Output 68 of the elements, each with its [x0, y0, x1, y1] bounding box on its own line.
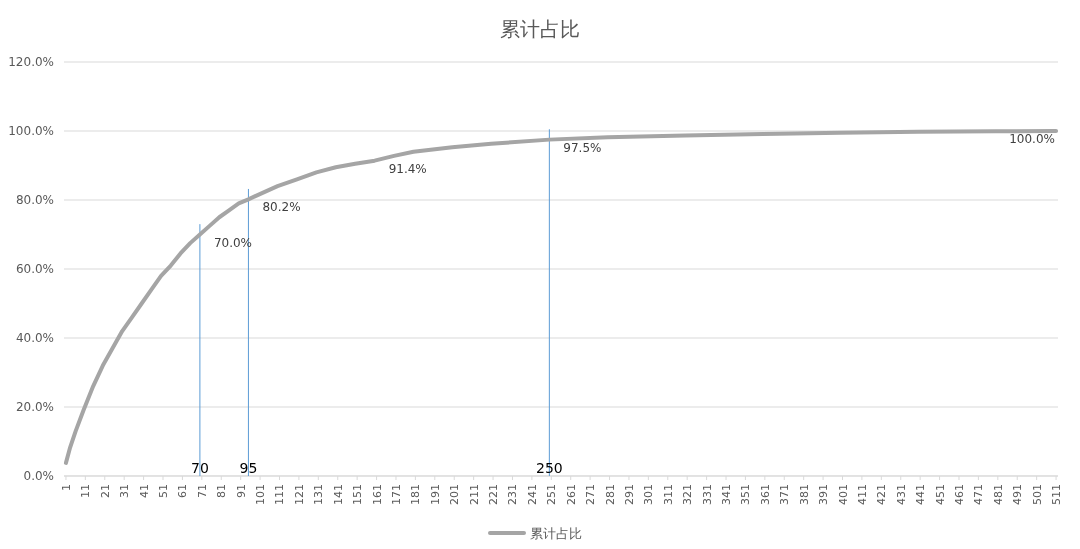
x-tick-label: 251 — [545, 484, 559, 505]
x-tick-label: 261 — [564, 484, 578, 505]
y-tick-label: 80.0% — [15, 193, 54, 207]
x-tick-label: 201 — [448, 484, 462, 505]
x-tick-label: 291 — [622, 484, 636, 505]
x-tick-label: 411 — [855, 484, 869, 505]
y-tick-label: 100.0% — [8, 124, 54, 138]
x-tick-label: 361 — [758, 484, 772, 505]
x-tick-label: 501 — [1030, 484, 1044, 505]
x-tick-label: 391 — [817, 484, 831, 505]
x-tick-label: 461 — [952, 484, 966, 505]
x-tick-label: 221 — [487, 484, 501, 505]
x-tick-label: 171 — [389, 484, 403, 505]
x-tick-label: 81 — [215, 484, 229, 498]
x-tick-label: 281 — [603, 484, 617, 505]
x-tick-label: 151 — [351, 484, 365, 505]
x-tick-label: 301 — [642, 484, 656, 505]
x-tick-label: 181 — [409, 484, 423, 505]
x-tick-label: 231 — [506, 484, 520, 505]
x-tick-label: 101 — [254, 484, 268, 505]
ref-line-label: 70 — [190, 460, 209, 476]
x-tick-label: 41 — [137, 484, 151, 498]
annotation: 91.4% — [388, 161, 427, 176]
x-tick-label: 121 — [292, 484, 306, 505]
x-tick-label: 471 — [972, 484, 986, 505]
y-tick-label: 40.0% — [15, 331, 54, 345]
x-tick-label: 191 — [428, 484, 442, 505]
x-tick-label: 141 — [331, 484, 345, 505]
x-tick-label: 241 — [525, 484, 539, 505]
x-tick-label: 1 — [59, 484, 73, 491]
x-tick-label: 351 — [739, 484, 753, 505]
x-tick-label: 271 — [584, 484, 598, 505]
x-tick-label: 71 — [195, 484, 209, 498]
legend-label: 累计占比 — [530, 526, 582, 541]
x-tick-label: 421 — [875, 484, 889, 505]
x-tick-label: 431 — [894, 484, 908, 505]
y-tick-label: 0.0% — [23, 469, 54, 483]
x-tick-label: 451 — [933, 484, 947, 505]
annotation: 100.0% — [1009, 132, 1055, 146]
annotation: 80.2% — [262, 200, 301, 215]
x-tick-label: 341 — [720, 484, 734, 505]
y-tick-label: 120.0% — [8, 55, 54, 69]
x-tick-label: 91 — [234, 484, 248, 498]
x-tick-label: 61 — [176, 484, 190, 498]
x-tick-label: 441 — [914, 484, 928, 505]
x-tick-label: 21 — [98, 484, 112, 498]
annotation: 97.5% — [563, 140, 602, 155]
line-series — [63, 129, 1059, 465]
x-tick-label: 401 — [836, 484, 850, 505]
x-tick-label: 131 — [312, 484, 326, 505]
chart-title: 累计占比 — [500, 17, 580, 41]
x-tick-label: 311 — [661, 484, 675, 505]
x-tick-label: 51 — [157, 484, 171, 498]
x-tick-label: 481 — [991, 484, 1005, 505]
x-tick-label: 11 — [79, 484, 93, 498]
x-tick-label: 31 — [118, 484, 132, 498]
y-tick-label: 60.0% — [15, 262, 54, 276]
y-tick-label: 20.0% — [15, 400, 54, 414]
x-tick-label: 161 — [370, 484, 384, 505]
ref-line-label: 250 — [535, 460, 563, 476]
x-tick-label: 491 — [1011, 484, 1025, 505]
x-tick-label: 331 — [700, 484, 714, 505]
x-tick-label: 511 — [1050, 484, 1064, 505]
x-tick-label: 211 — [467, 484, 481, 505]
x-tick-label: 321 — [681, 484, 695, 505]
x-tick-label: 371 — [778, 484, 792, 505]
x-tick-label: 111 — [273, 484, 287, 505]
x-tick-label: 381 — [797, 484, 811, 505]
